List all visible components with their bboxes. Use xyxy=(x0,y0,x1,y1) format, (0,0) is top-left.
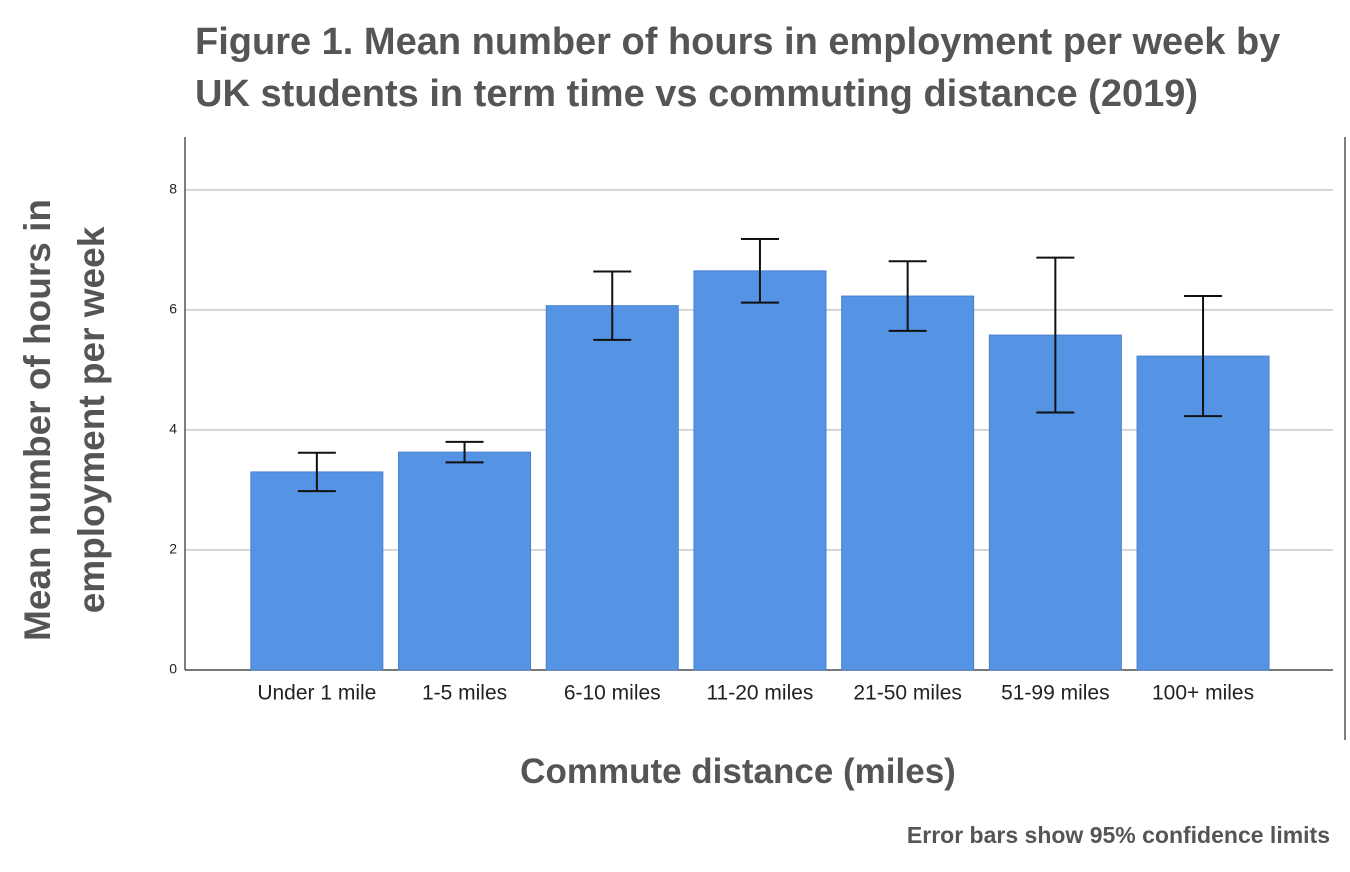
x-tick-label: 1-5 miles xyxy=(422,682,507,705)
bar xyxy=(545,305,679,671)
x-tick-label: Under 1 mile xyxy=(257,682,376,705)
error-bar xyxy=(740,238,779,304)
error-bar xyxy=(888,260,927,332)
x-tick-label: 11-20 miles xyxy=(706,682,813,705)
bar xyxy=(841,295,975,671)
error-bar xyxy=(445,440,484,464)
x-tick-label: 6-10 miles xyxy=(564,682,661,705)
bar xyxy=(398,451,532,671)
error-bar xyxy=(593,270,632,341)
error-bar xyxy=(1036,256,1075,414)
y-tick-label: 6 xyxy=(169,301,177,317)
x-axis-label: Commute distance (miles) xyxy=(520,752,956,791)
chart-title: Figure 1. Mean number of hours in employ… xyxy=(195,21,1281,115)
bar xyxy=(250,471,384,671)
error-bar xyxy=(1184,295,1223,418)
y-tick-label: 2 xyxy=(169,541,177,557)
x-tick-label: 100+ miles xyxy=(1152,682,1254,705)
y-tick-label: 8 xyxy=(169,181,177,197)
y-tick-label: 0 xyxy=(169,661,177,677)
bar xyxy=(693,270,827,671)
x-tick-label: 21-50 miles xyxy=(853,682,962,705)
y-tick-label: 4 xyxy=(169,421,177,437)
x-tick-label: 51-99 miles xyxy=(1001,682,1110,705)
note: Error bars show 95% confidence limits xyxy=(906,822,1330,848)
error-bar xyxy=(297,451,336,493)
